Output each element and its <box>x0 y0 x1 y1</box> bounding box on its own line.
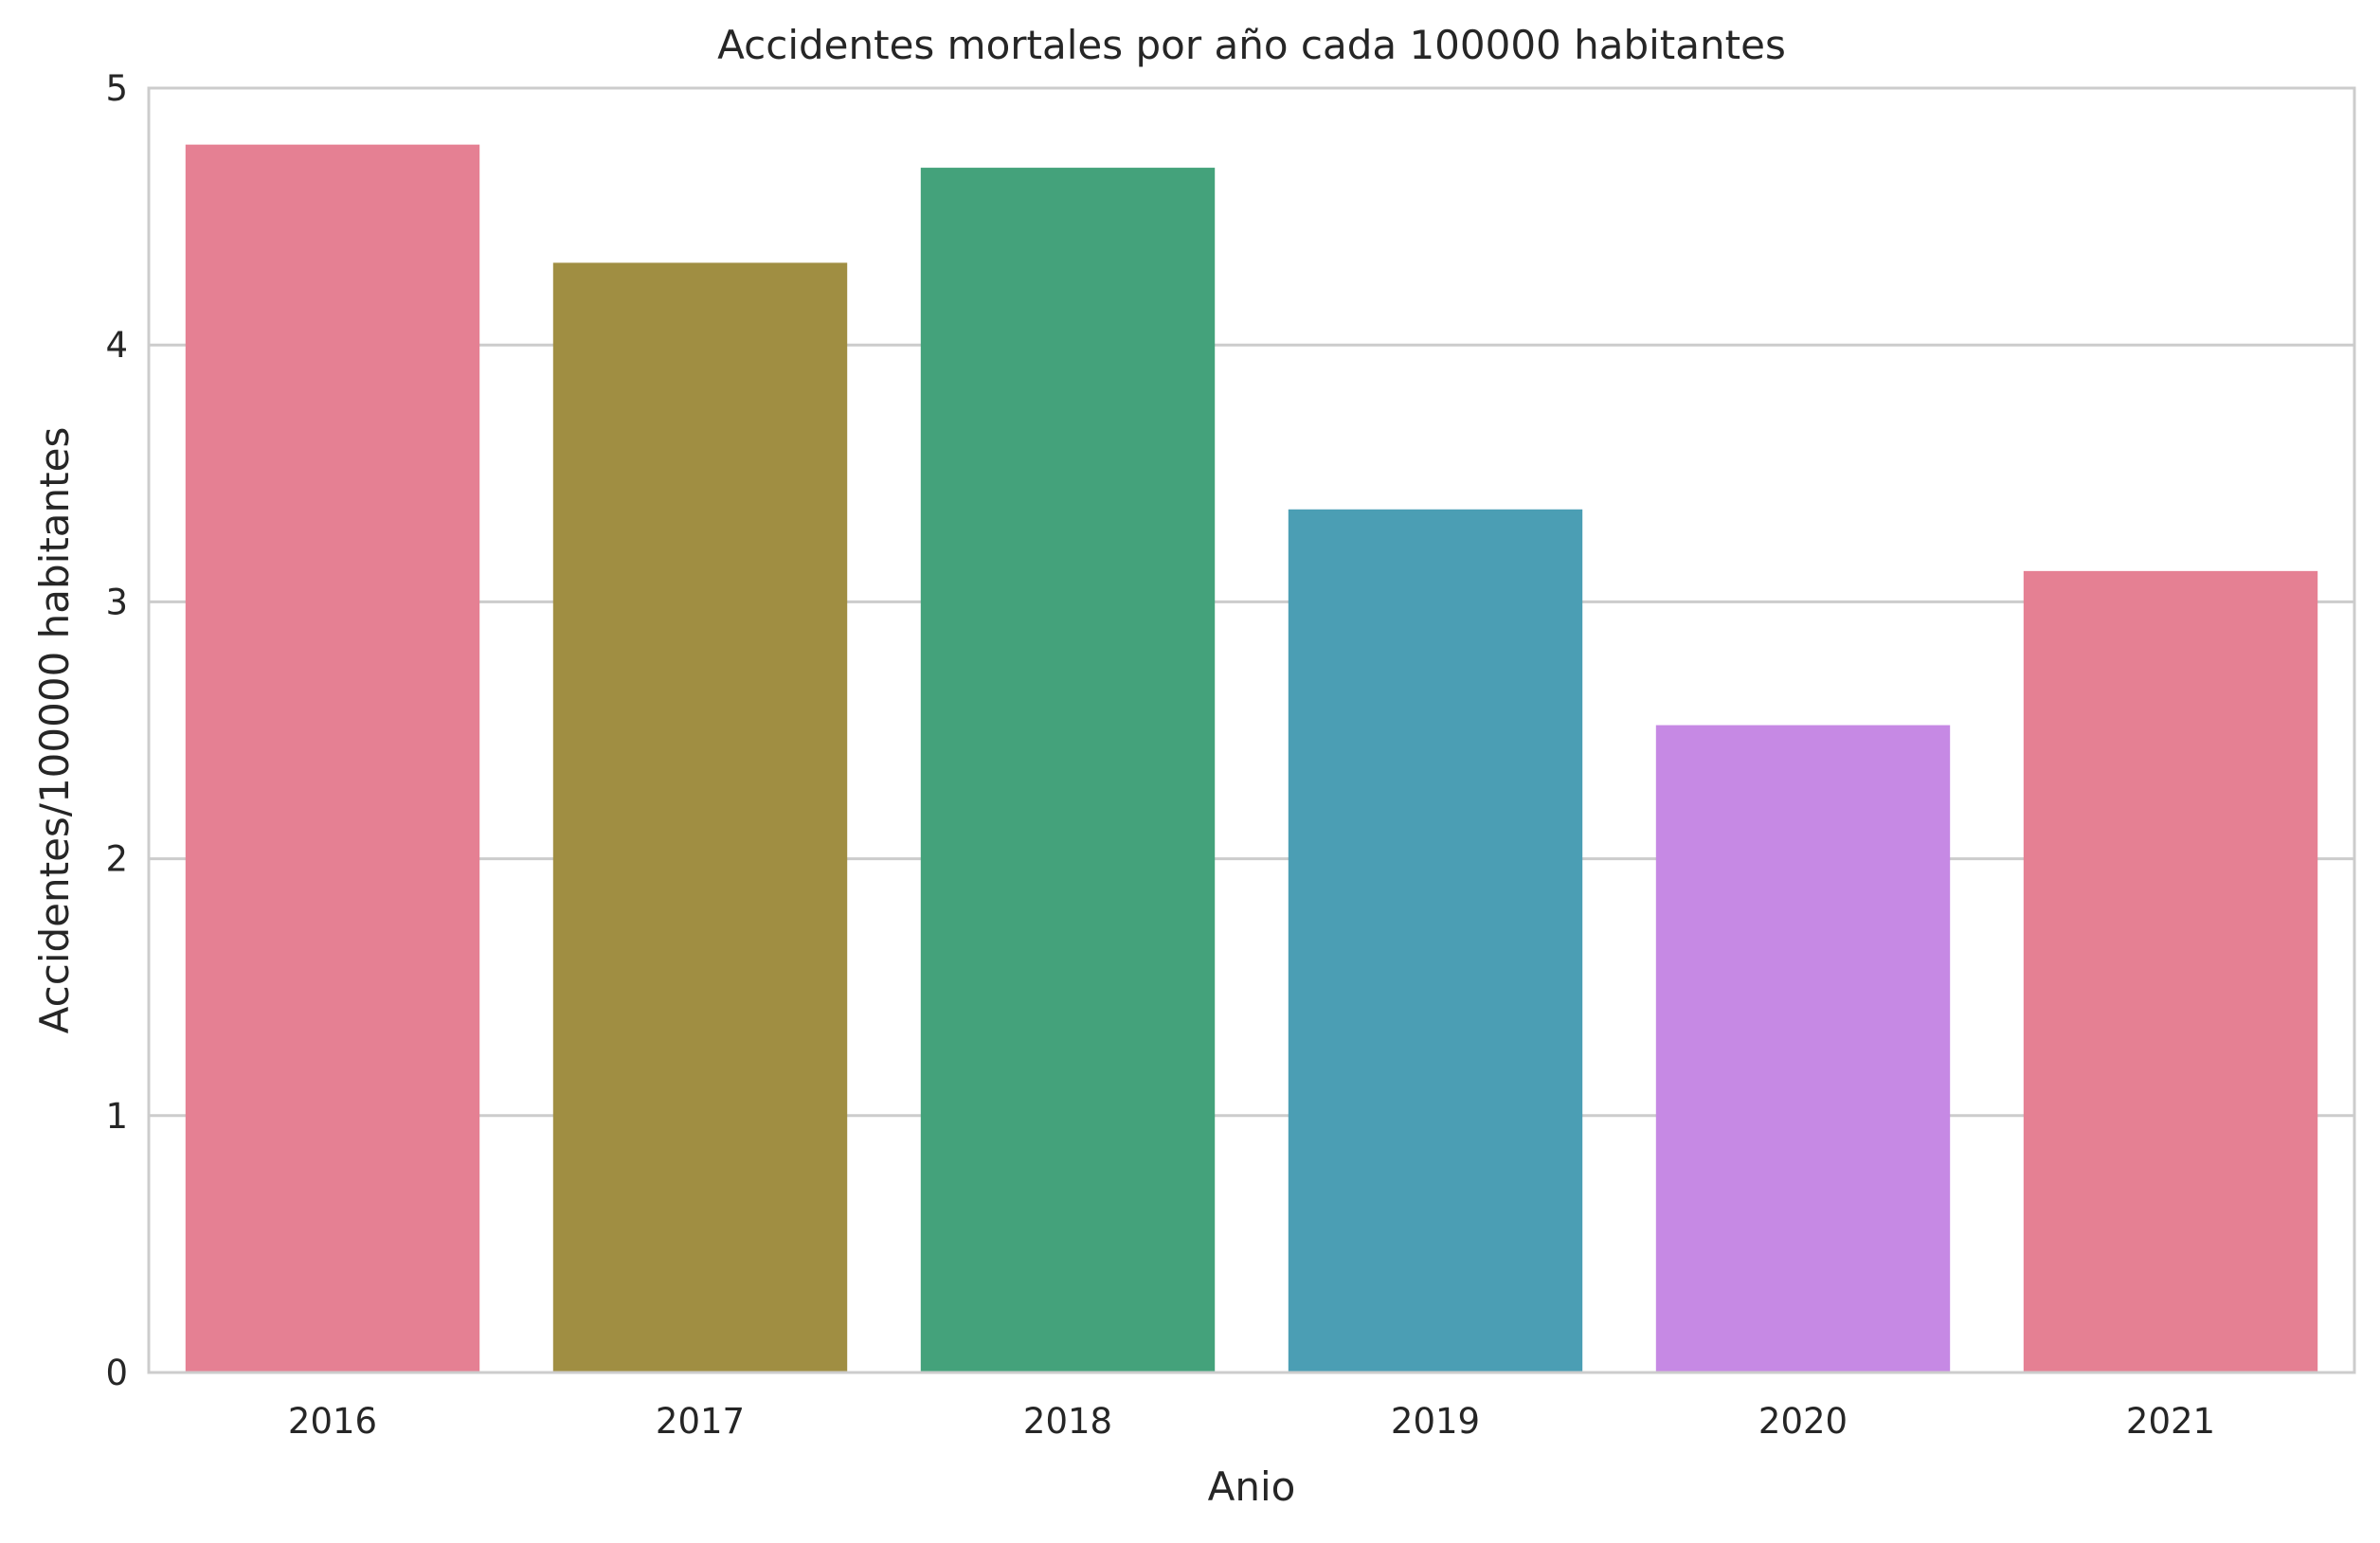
bar-2019 <box>1288 509 1583 1373</box>
y-tick-label: 1 <box>105 1096 128 1137</box>
y-axis-label: Accidentes/100000 habitantes <box>31 427 78 1034</box>
bar-2018 <box>920 168 1216 1373</box>
y-tick-label: 3 <box>105 582 128 622</box>
bar-2016 <box>185 144 480 1373</box>
bar-2017 <box>552 262 848 1373</box>
x-tick-label: 2017 <box>656 1401 745 1442</box>
grid-lines <box>149 343 2354 1118</box>
bar-2021 <box>2023 570 2318 1373</box>
y-tick-label: 0 <box>105 1353 128 1393</box>
x-tick-labels: 2016 2017 2018 2019 2020 2021 <box>288 1401 2215 1442</box>
bars <box>185 144 2318 1373</box>
y-tick-label: 2 <box>105 839 128 880</box>
bar-2020 <box>1655 725 1951 1373</box>
x-axis-label: Anio <box>1208 1463 1296 1510</box>
y-tick-labels: 0 1 2 3 4 5 <box>105 68 128 1393</box>
plot-frame <box>147 86 2356 1374</box>
x-tick-label: 2016 <box>288 1401 377 1442</box>
chart-title: Accidentes mortales por año cada 100000 … <box>717 22 1786 68</box>
y-tick-label: 4 <box>105 325 128 366</box>
x-tick-label: 2020 <box>1758 1401 1848 1442</box>
x-tick-label: 2019 <box>1391 1401 1480 1442</box>
x-tick-label: 2018 <box>1023 1401 1112 1442</box>
x-tick-label: 2021 <box>2126 1401 2215 1442</box>
y-tick-label: 5 <box>105 68 128 109</box>
